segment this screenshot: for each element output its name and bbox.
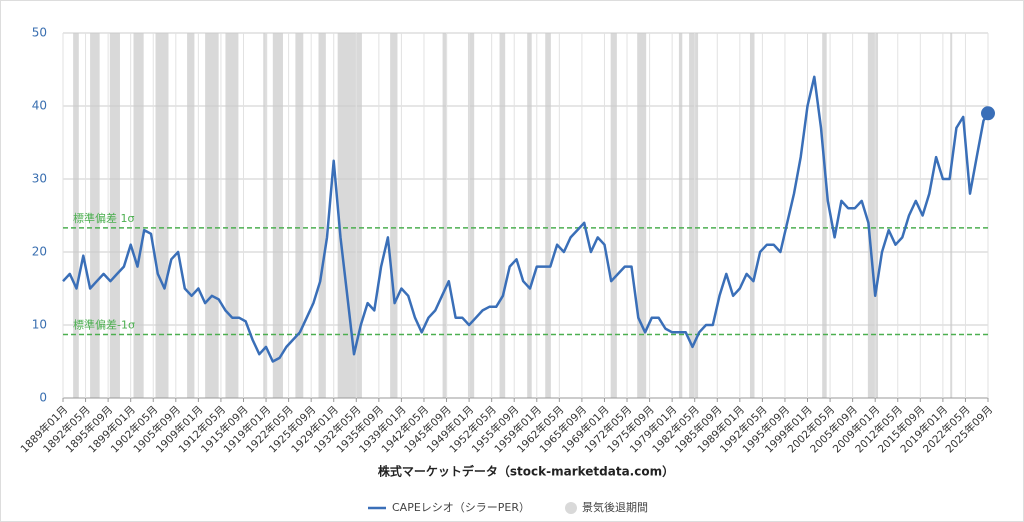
recession-band — [187, 33, 195, 398]
recession-band — [637, 33, 647, 398]
recession-band — [545, 33, 551, 398]
recession-band — [272, 33, 283, 398]
y-tick-label: 10 — [32, 318, 47, 332]
recession-band — [390, 33, 398, 398]
recession-band — [822, 33, 827, 398]
recession-band — [499, 33, 506, 398]
y-tick-label: 40 — [32, 99, 47, 113]
recession-band — [678, 33, 683, 398]
reference-label: 標準偏差-1σ — [73, 317, 135, 331]
y-tick-label: 0 — [39, 391, 47, 405]
recession-band — [749, 33, 755, 398]
recession-band — [610, 33, 617, 398]
x-axis-title: 株式マーケットデータ（stock-marketdata.com） — [378, 464, 674, 479]
legend-label: CAPEレシオ（シラーPER） — [392, 501, 530, 514]
recession-band — [467, 33, 475, 398]
recession-band — [205, 33, 219, 398]
recession-band — [527, 33, 532, 398]
legend-label: 景気後退期間 — [582, 500, 648, 514]
y-tick-label: 30 — [32, 172, 47, 186]
recession-band — [337, 33, 362, 398]
data-line — [62, 75, 990, 363]
recession-band — [225, 33, 239, 398]
reference-label: 標準偏差 1σ — [73, 211, 134, 225]
recession-band — [689, 33, 699, 398]
recession-band — [442, 33, 448, 398]
y-tick-label: 50 — [32, 26, 47, 40]
recession-band — [90, 33, 100, 398]
recession-band — [318, 33, 326, 398]
recession-band — [950, 33, 953, 398]
recession-band — [155, 33, 169, 398]
recession-band — [133, 33, 144, 398]
recession-band — [295, 33, 304, 398]
recession-band — [867, 33, 879, 398]
recession-band — [263, 33, 268, 398]
y-tick-label: 20 — [32, 245, 47, 259]
last-point — [981, 106, 995, 121]
recession-band — [109, 33, 120, 398]
recession-band — [73, 33, 79, 398]
legend-swatch — [565, 502, 577, 514]
